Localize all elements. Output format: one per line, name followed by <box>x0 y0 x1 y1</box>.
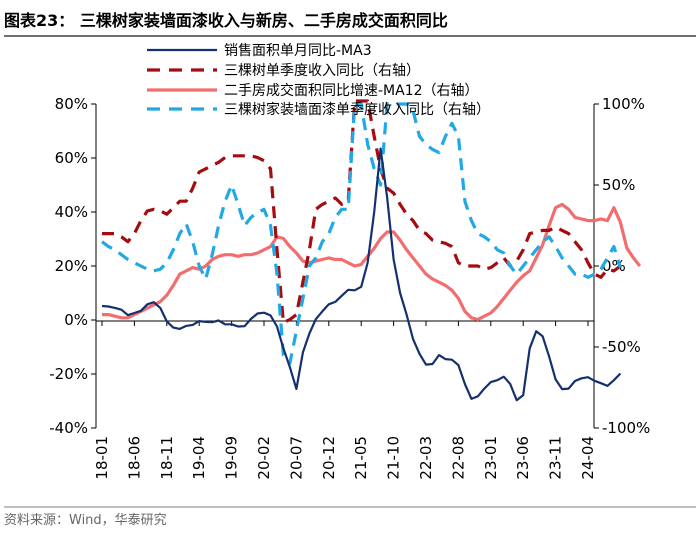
left-tick-label: 20% <box>55 257 88 275</box>
right-tick-label: -100% <box>602 419 650 437</box>
right-tick-label: -50% <box>602 338 641 356</box>
x-tick-label: 19-09 <box>223 436 241 480</box>
x-tick-label: 22-03 <box>417 436 435 480</box>
x-tick-label: 18-01 <box>93 436 111 480</box>
series-group <box>101 99 642 402</box>
x-tick-label: 19-04 <box>190 436 208 480</box>
left-tick-label: -40% <box>49 419 88 437</box>
left-tick-label: 80% <box>55 95 88 113</box>
series-line-2 <box>102 99 622 325</box>
legend-label-4: 三棵树家装墙面漆单季度收入同比（右轴） <box>224 101 490 118</box>
right-tick-label: 50% <box>602 176 635 194</box>
series-line-3 <box>102 202 642 322</box>
x-tick-label: 21-05 <box>352 436 370 480</box>
x-tick-labels: 18-01 18-06 18-11 19-04 19-09 20-02 20-07 20-12… <box>93 321 597 480</box>
x-tick-label: 20-12 <box>320 436 338 480</box>
x-tick-label: 23-01 <box>482 436 500 480</box>
left-tick-label: 40% <box>55 203 88 221</box>
x-tick-label: 20-02 <box>255 436 273 480</box>
left-tick-label: 60% <box>55 149 88 167</box>
series-line-1 <box>101 147 622 402</box>
x-tick-label: 18-11 <box>158 436 176 480</box>
x-tick-label: 18-06 <box>125 436 143 480</box>
legend-label-2: 三棵树单季度收入同比（右轴） <box>224 63 420 79</box>
right-tick-label: 100% <box>602 95 645 113</box>
series-line-4 <box>101 102 622 365</box>
left-tick-label: -20% <box>49 365 88 383</box>
x-tick-label: 23-06 <box>514 436 532 480</box>
left-y-tick-labels: 80% 60% 40% 20% 0% -20% -40% <box>49 95 96 437</box>
x-tick-label: 21-10 <box>385 436 403 480</box>
x-tick-label: 24-04 <box>579 436 597 480</box>
legend-label-1: 销售面积单月同比-MA3 <box>224 43 372 59</box>
x-tick-label: 23-11 <box>547 436 565 480</box>
left-tick-label: 0% <box>64 311 88 329</box>
chart-title: 图表23： 三棵树家装墙面漆收入与新房、二手房成交面积同比 <box>4 11 448 30</box>
source-note: 资料来源：Wind，华泰研究 <box>4 513 167 528</box>
legend-label-3: 二手房成交面积同比增速-MA12（右轴） <box>224 82 479 99</box>
x-tick-label: 22-08 <box>449 436 467 480</box>
x-tick-label: 20-07 <box>287 436 305 480</box>
legend: 销售面积单月同比-MA3 三棵树单季度收入同比（右轴） 二手房成交面积同比增速-MA… <box>147 43 490 118</box>
